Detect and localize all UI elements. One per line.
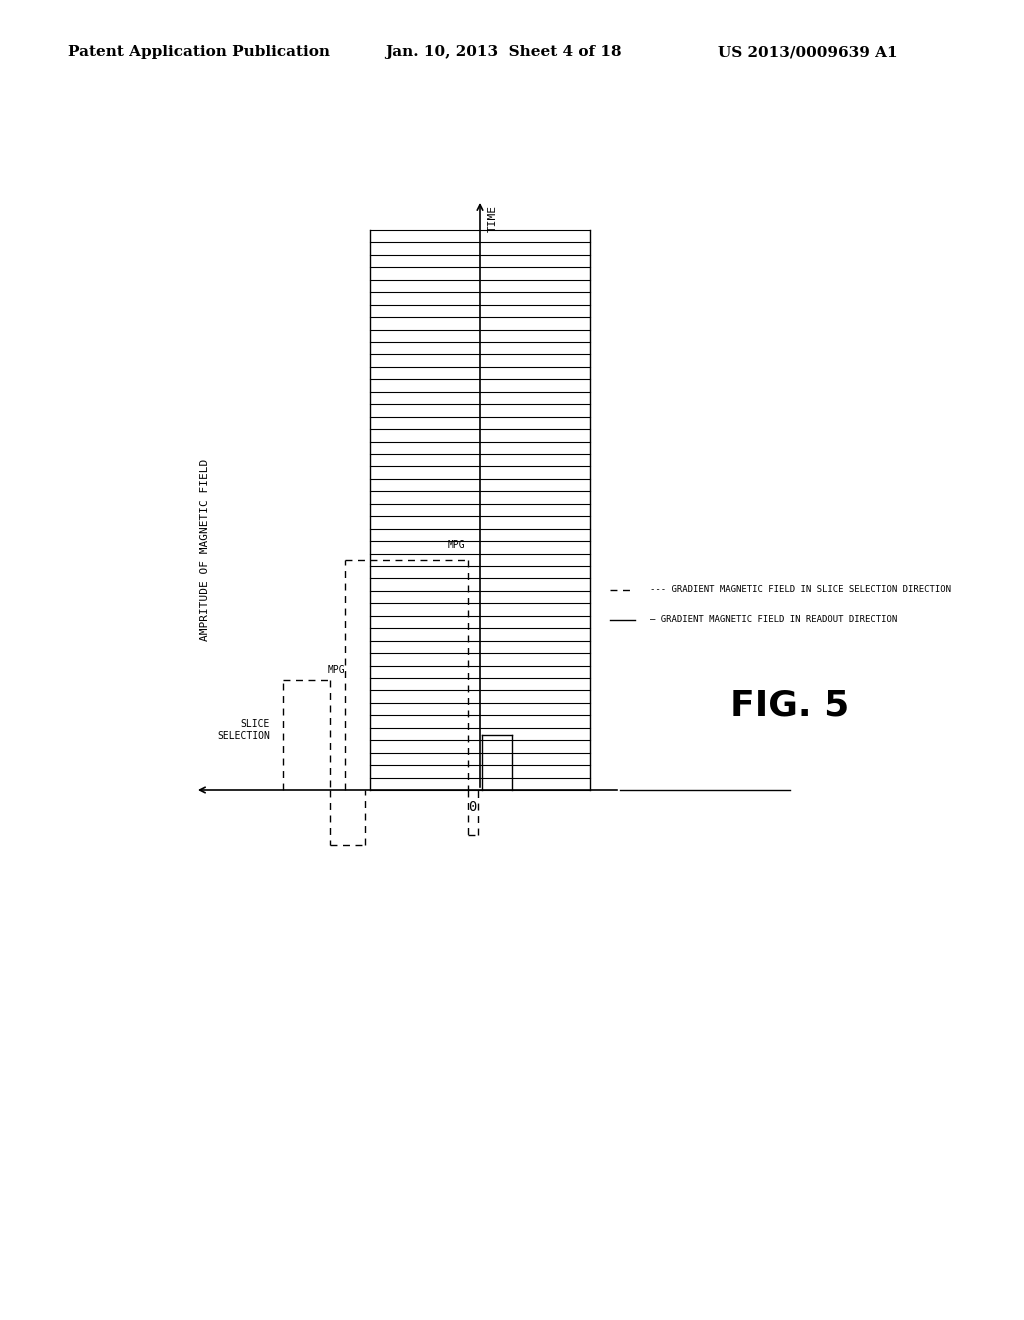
Text: US 2013/0009639 A1: US 2013/0009639 A1 [718,45,898,59]
Text: — GRADIENT MAGNETIC FIELD IN READOUT DIRECTION: — GRADIENT MAGNETIC FIELD IN READOUT DIR… [650,615,897,624]
Text: Patent Application Publication: Patent Application Publication [68,45,330,59]
Text: FIG. 5: FIG. 5 [730,688,850,722]
Text: MPG: MPG [328,665,345,675]
Text: SLICE
SELECTION: SLICE SELECTION [217,719,270,742]
Text: TIME: TIME [488,205,498,232]
Text: AMPRITUDE OF MAGNETIC FIELD: AMPRITUDE OF MAGNETIC FIELD [200,459,210,642]
Text: 0: 0 [468,800,476,814]
Text: --- GRADIENT MAGNETIC FIELD IN SLICE SELECTION DIRECTION: --- GRADIENT MAGNETIC FIELD IN SLICE SEL… [650,586,951,594]
Text: Jan. 10, 2013  Sheet 4 of 18: Jan. 10, 2013 Sheet 4 of 18 [385,45,622,59]
Text: MPG: MPG [447,540,465,550]
